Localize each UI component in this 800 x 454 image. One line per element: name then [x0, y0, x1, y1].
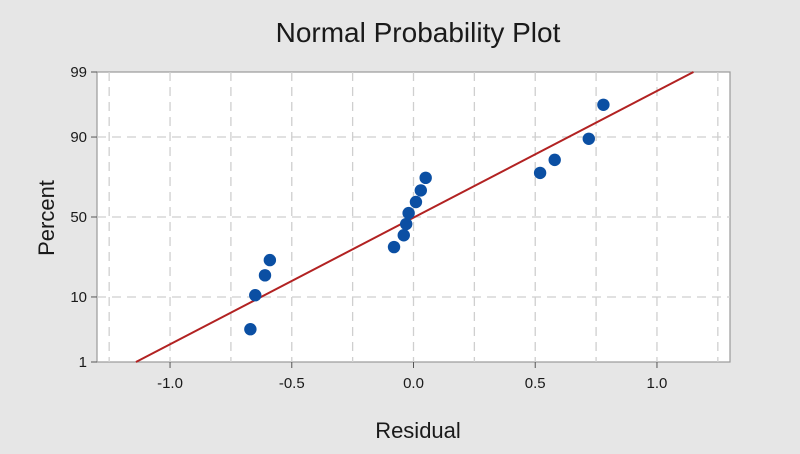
data-point: [548, 153, 561, 167]
data-point: [582, 132, 595, 145]
data-point: [244, 323, 257, 336]
y-tick-label: 1: [79, 354, 87, 371]
x-tick-label: 0.5: [525, 375, 546, 392]
y-tick-label: 90: [70, 129, 87, 146]
data-point: [597, 98, 610, 111]
grid: [97, 72, 730, 362]
points-layer: [244, 98, 610, 336]
data-point: [387, 240, 401, 254]
y-tick-label: 50: [70, 209, 87, 226]
data-point: [419, 171, 432, 185]
data-point: [533, 166, 547, 180]
data-point: [397, 229, 410, 242]
data-point: [402, 206, 415, 220]
x-tick-label: -1.0: [157, 375, 183, 392]
data-point: [263, 253, 277, 267]
chart-title: Normal Probability Plot: [276, 17, 561, 48]
axes: -1.0 -0.5 0.0 0.5 1.0 1 10 50 90 99: [70, 64, 667, 392]
data-point: [409, 195, 423, 209]
x-axis-label: Residual: [375, 418, 461, 443]
y-tick-label: 99: [70, 64, 87, 81]
y-axis-label: Percent: [34, 180, 59, 256]
data-point: [249, 289, 262, 302]
x-tick-label: 1.0: [647, 375, 668, 392]
y-tick-label: 10: [70, 289, 87, 306]
x-tick-label: 0.0: [403, 375, 424, 392]
data-point: [414, 184, 428, 197]
fit-line: [135, 71, 694, 363]
x-tick-label: -0.5: [279, 375, 305, 392]
fit-line-layer: [135, 71, 694, 363]
data-point: [258, 269, 272, 282]
data-point: [399, 217, 413, 231]
